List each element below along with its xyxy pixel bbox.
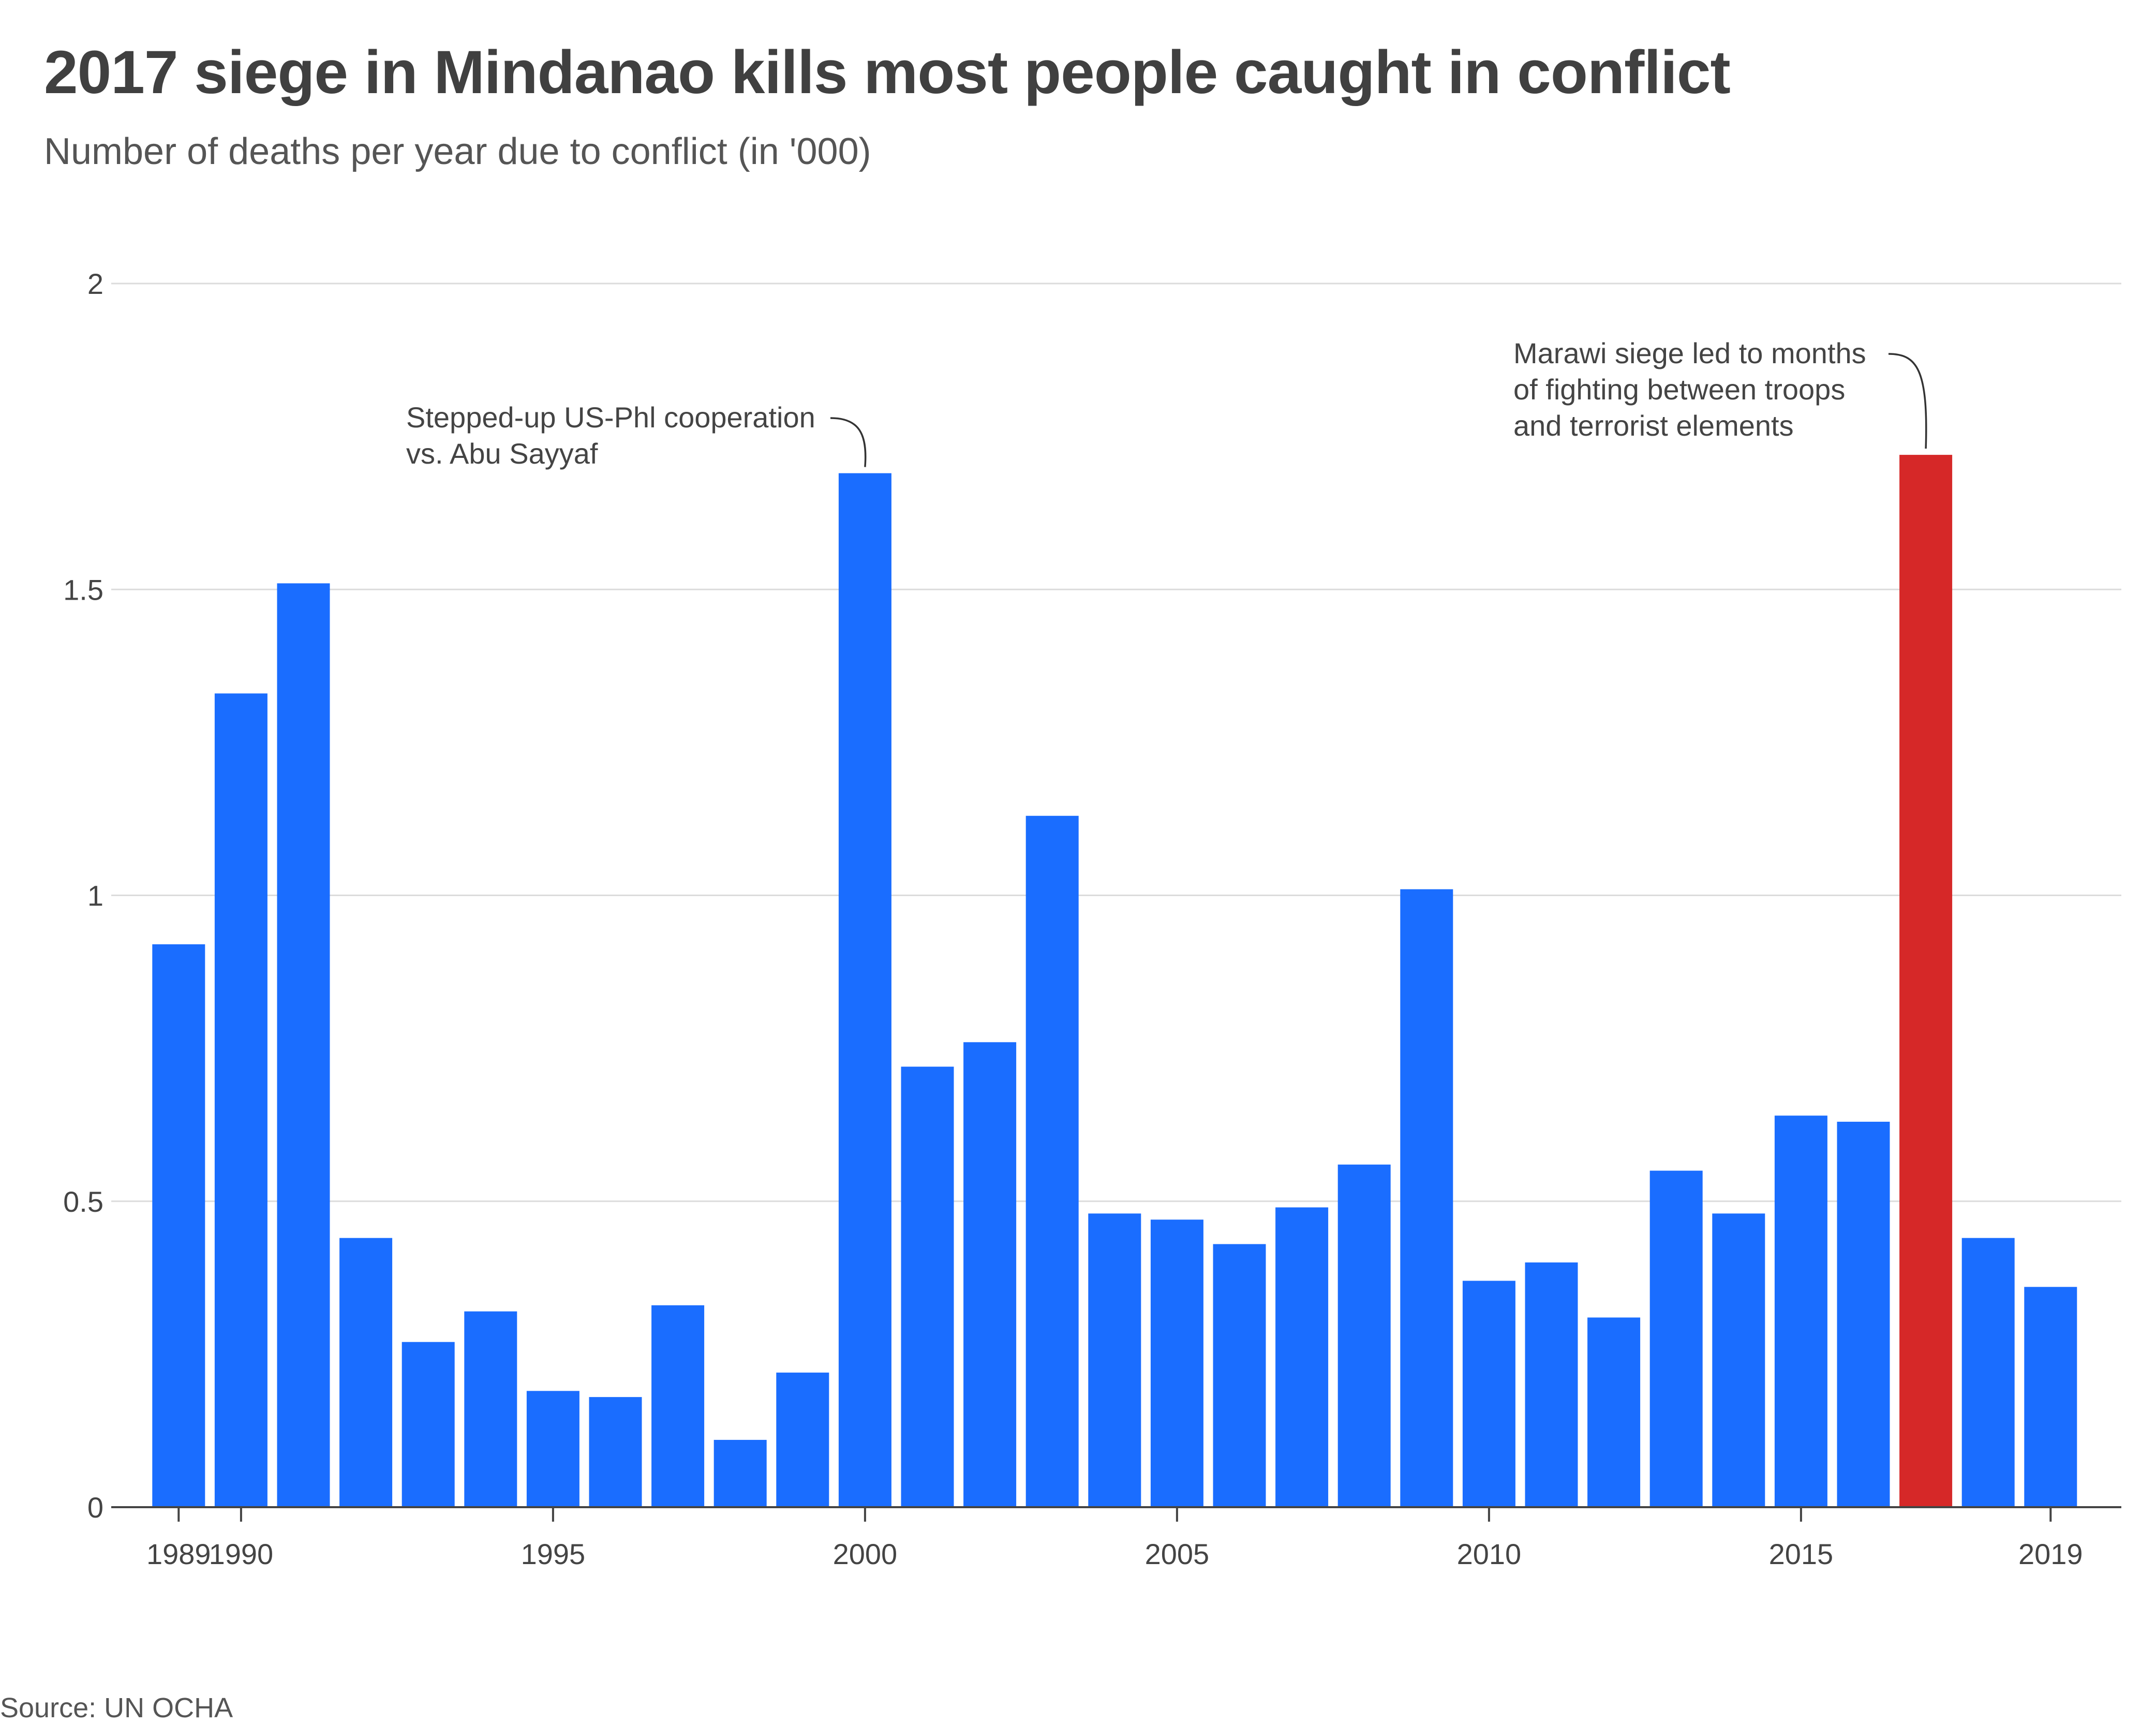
bar-2003: [1025, 815, 1079, 1507]
annotation-2017-line-2: and terrorist elements: [1513, 409, 1794, 442]
y-tick-label-0: 0: [87, 1491, 103, 1524]
x-tick-label-2019: 2019: [2018, 1538, 2083, 1570]
annotation-2000-line-1: vs. Abu Sayyaf: [406, 437, 598, 470]
y-tick-label-1: 0.5: [63, 1185, 103, 1218]
y-tick-label-4: 2: [87, 267, 103, 300]
bar-2002: [963, 1042, 1017, 1507]
chart-subtitle: Number of deaths per year due to conflic…: [44, 131, 871, 172]
bar-2000: [838, 473, 891, 1508]
bar-2017: [1899, 455, 1953, 1507]
annotation-2000-line-0: Stepped-up US-Phl cooperation: [406, 401, 815, 434]
bar-1995: [526, 1391, 579, 1507]
bar-2011: [1525, 1262, 1578, 1507]
bar-2016: [1837, 1122, 1890, 1507]
bar-1993: [402, 1342, 455, 1507]
annotation-2000: Stepped-up US-Phl cooperation vs. Abu Say…: [406, 401, 815, 470]
bar-2019: [2024, 1287, 2077, 1507]
bar-2013: [1649, 1170, 1703, 1507]
bar-2007: [1275, 1207, 1329, 1507]
bar-2018: [1961, 1238, 2015, 1507]
x-tick-label-1990: 1990: [209, 1538, 274, 1570]
chart-title: 2017 siege in Mindanao kills most people…: [44, 38, 1731, 107]
source-note: Source: UN OCHA: [0, 1692, 233, 1723]
annotation-connector-2017: [1888, 353, 1927, 449]
annotations: Stepped-up US-Phl cooperation vs. Abu Say…: [406, 337, 1927, 470]
bar-1996: [589, 1397, 642, 1507]
annotation-2017: Marawi siege led to months of fighting be…: [1513, 337, 1866, 442]
y-tick-label-2: 1: [87, 880, 103, 912]
annotation-2017-line-1: of fighting between troops: [1513, 373, 1845, 406]
x-tick-label-2015: 2015: [1769, 1538, 1834, 1570]
bar-2014: [1712, 1213, 1765, 1507]
annotation-2017-line-0: Marawi siege led to months: [1513, 337, 1866, 369]
x-tick-label-2005: 2005: [1145, 1538, 1210, 1570]
bar-1997: [651, 1305, 705, 1507]
bar-2006: [1213, 1244, 1266, 1507]
x-tick-label-2010: 2010: [1457, 1538, 1522, 1570]
bar-2009: [1400, 889, 1453, 1507]
bar-1990: [214, 693, 267, 1507]
annotation-connector-2000: [830, 417, 867, 467]
x-tick-label-1995: 1995: [521, 1538, 586, 1570]
bar-1999: [776, 1372, 829, 1507]
bar-2015: [1774, 1116, 1827, 1507]
bar-1992: [339, 1238, 393, 1507]
bar-2012: [1587, 1317, 1641, 1507]
x-tick-label-2000: 2000: [833, 1538, 898, 1570]
bar-2008: [1337, 1164, 1391, 1507]
y-tick-label-3: 1.5: [63, 573, 103, 606]
x-tick-label-1989: 1989: [146, 1538, 211, 1570]
bar-2004: [1088, 1213, 1141, 1507]
bar-2001: [901, 1066, 954, 1507]
bar-1991: [277, 583, 330, 1507]
bars: [152, 455, 2077, 1508]
bar-1994: [464, 1311, 517, 1507]
bar-1989: [152, 944, 205, 1507]
bar-2010: [1462, 1281, 1515, 1507]
bar-1998: [713, 1439, 767, 1507]
bar-2005: [1150, 1220, 1203, 1507]
